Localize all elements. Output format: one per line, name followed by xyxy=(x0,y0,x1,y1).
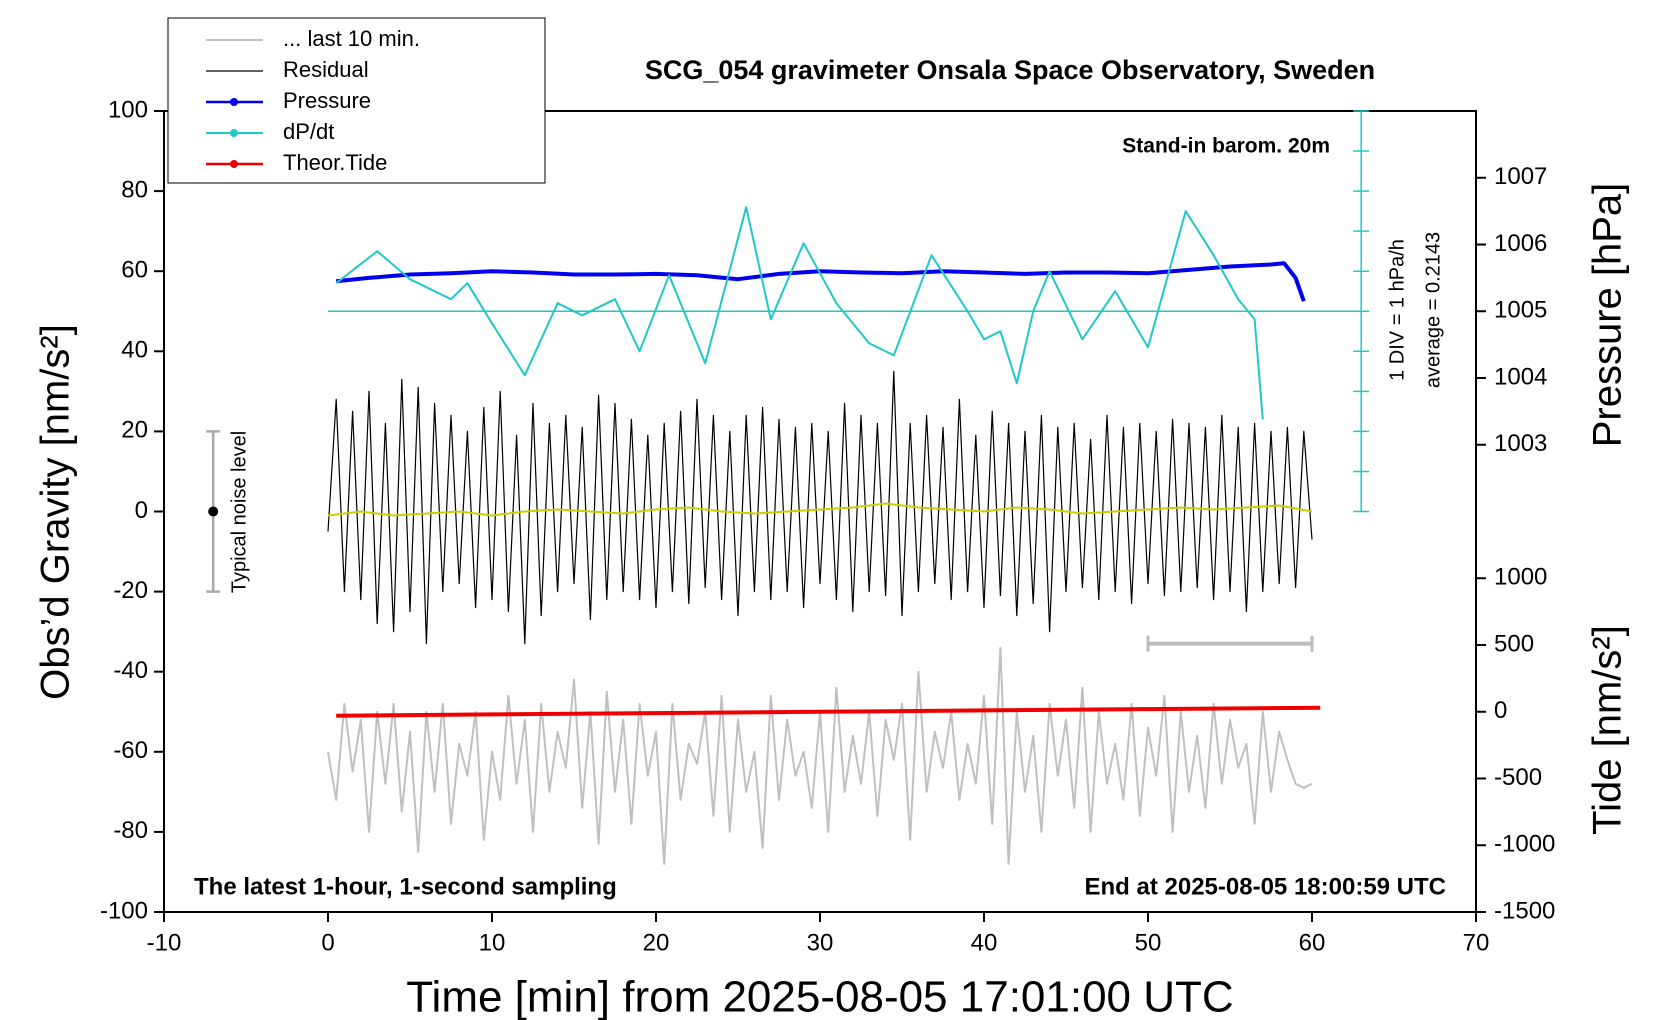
y2-axis-label: Pressure [hPa] xyxy=(1586,183,1630,448)
annotation: average = 0.2143 xyxy=(1422,232,1444,388)
y2-tick-label: 1007 xyxy=(1494,163,1547,190)
x-tick-label: 60 xyxy=(1299,929,1326,956)
legend-marker xyxy=(230,160,238,168)
chart-title: SCG_054 gravimeter Onsala Space Observat… xyxy=(645,55,1375,85)
x-tick-label: 10 xyxy=(479,929,506,956)
y-tick-label: -80 xyxy=(113,817,148,844)
y3-tick-label: 1000 xyxy=(1494,564,1547,591)
y-tick-label: -40 xyxy=(113,657,148,684)
y-tick-label: 100 xyxy=(108,96,148,123)
y-tick-label: -100 xyxy=(100,897,148,924)
subtitle: Stand-in barom. 20m xyxy=(1122,135,1330,158)
y2-tick-label: 1005 xyxy=(1494,297,1547,324)
legend-label: Pressure xyxy=(283,88,371,113)
y-tick-label: 0 xyxy=(135,497,148,524)
y-tick-label: 20 xyxy=(121,417,148,444)
annotation: End at 2025-08-05 18:00:59 UTC xyxy=(1085,873,1447,900)
annotation: 1 DIV = 1 hPa/h xyxy=(1386,239,1408,381)
y-tick-label: 40 xyxy=(121,337,148,364)
noise-bar-dot xyxy=(208,506,219,517)
y-tick-label: 80 xyxy=(121,176,148,203)
y3-tick-label: 500 xyxy=(1494,630,1534,657)
x-tick-label: 0 xyxy=(321,929,334,956)
x-tick-label: 70 xyxy=(1463,929,1490,956)
y-tick-label: -60 xyxy=(113,737,148,764)
legend-marker xyxy=(230,98,238,106)
plot-area xyxy=(154,110,1486,922)
x-tick-label: 40 xyxy=(971,929,998,956)
y-axis-label: Obs’d Gravity [nm/s²] xyxy=(34,324,78,700)
legend-label: Theor.Tide xyxy=(283,150,387,175)
y2-tick-label: 1006 xyxy=(1494,230,1547,257)
y2-tick-label: 1003 xyxy=(1494,430,1547,457)
y3-tick-label: -500 xyxy=(1494,764,1542,791)
legend-label: Residual xyxy=(283,57,369,82)
x-tick-label: -10 xyxy=(147,929,182,956)
series-line xyxy=(327,370,1313,645)
annotation: The latest 1-hour, 1-second sampling xyxy=(194,873,617,900)
y3-axis-label: Tide [nm/s²] xyxy=(1586,625,1630,835)
legend-label: dP/dt xyxy=(283,119,334,144)
y2-tick-label: 1004 xyxy=(1494,363,1547,390)
y-tick-label: -20 xyxy=(113,577,148,604)
legend-marker xyxy=(230,129,238,137)
y3-tick-label: 0 xyxy=(1494,697,1507,724)
series-line xyxy=(336,705,1321,718)
x-tick-label: 50 xyxy=(1135,929,1162,956)
x-axis-label: Time [min] from 2025-08-05 17:01:00 UTC xyxy=(406,973,1233,1020)
x-tick-label: 20 xyxy=(643,929,670,956)
annotation: Typical noise level xyxy=(228,431,250,593)
series-line xyxy=(327,502,1313,517)
legend-label: ... last 10 min. xyxy=(283,26,420,51)
y-tick-label: 60 xyxy=(121,257,148,284)
x-tick-label: 30 xyxy=(807,929,834,956)
y3-tick-label: -1500 xyxy=(1494,897,1555,924)
y3-tick-label: -1000 xyxy=(1494,831,1555,858)
series-line xyxy=(335,261,1306,302)
series-line xyxy=(335,206,1264,420)
